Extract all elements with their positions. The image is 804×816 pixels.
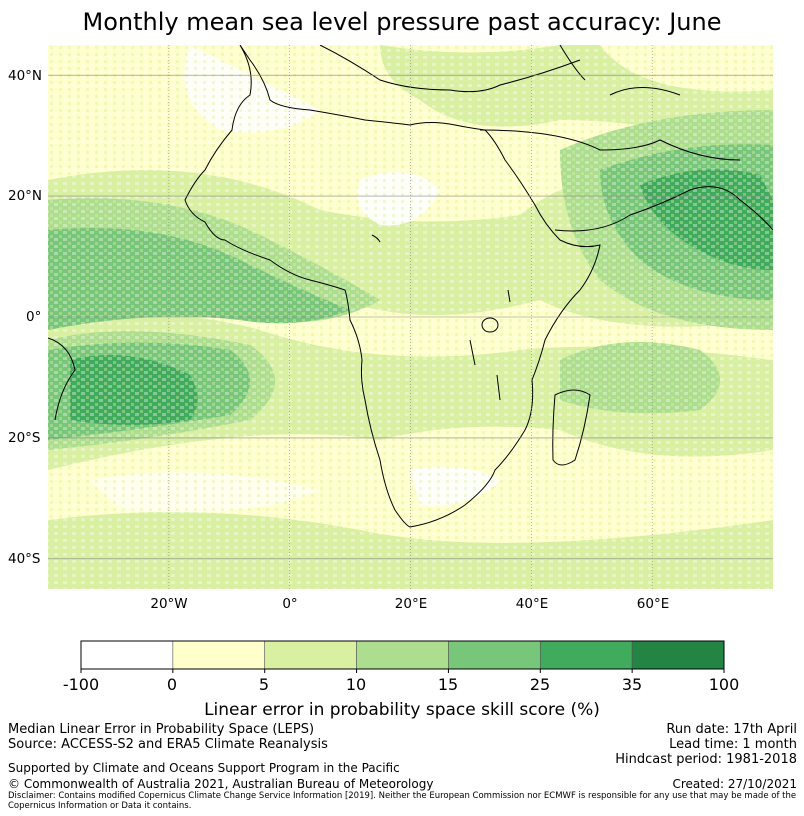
colorbar-tick-label: 10	[345, 675, 367, 694]
middle-east-coastline	[479, 129, 741, 161]
footer-created: Created: 27/10/2021	[672, 777, 797, 791]
colorbar-tick-label: 5	[258, 675, 270, 694]
colorbar-swatch	[448, 640, 541, 670]
coastlines	[48, 45, 773, 528]
colorbar-tick-label: 25	[529, 675, 551, 694]
map-title: Monthly mean sea level pressure past acc…	[82, 8, 722, 36]
lat-label-40s: 40°S	[8, 551, 41, 567]
colorbar-swatch	[356, 640, 449, 670]
lat-label-20n: 20°N	[8, 188, 43, 204]
madagascar-coastline	[552, 389, 591, 466]
footer-disclaimer: Disclaimer: Contains modified Copernicus…	[8, 791, 797, 811]
colorbar-swatch	[539, 640, 633, 670]
lon-label-20e: 20°E	[394, 596, 428, 612]
colorbar-border	[80, 640, 725, 670]
colorbar-swatch	[264, 640, 357, 670]
colorbar-swatch	[631, 640, 725, 670]
lon-label-0: 0°	[282, 596, 298, 612]
lat-label-0: 0°	[26, 309, 42, 325]
footer-copyright: © Commonwealth of Australia 2021, Austra…	[8, 777, 434, 791]
lake-victoria	[481, 317, 499, 333]
colorbar-tick-label: 15	[437, 675, 459, 694]
lat-label-40n: 40°N	[8, 68, 43, 84]
colorbar-tick-label: 0	[166, 675, 178, 694]
footer-support: Supported by Climate and Oceans Support …	[8, 761, 400, 775]
africa-coastline	[184, 45, 601, 528]
south-america-coastline	[48, 337, 76, 421]
colorbar-tick-label: 35	[621, 675, 643, 694]
colorbar-swatch	[80, 640, 174, 670]
lake-chad	[371, 234, 381, 243]
footer-method: Median Linear Error in Probability Space…	[8, 722, 315, 737]
eurasia-coastline	[559, 45, 681, 96]
footer-hindcast: Hindcast period: 1981-2018	[615, 752, 797, 767]
lon-label-60e: 60°E	[636, 596, 670, 612]
colorbar-tick-label: 100	[708, 675, 740, 694]
graticule	[48, 45, 773, 589]
rift-lakes	[469, 289, 511, 401]
mediterranean-coastline	[319, 45, 581, 93]
colorbar-label: Linear error in probability space skill …	[204, 700, 600, 720]
footer-lead-time: Lead time: 1 month	[669, 737, 797, 752]
footer-source: Source: ACCESS-S2 and ERA5 Climate Reana…	[8, 737, 328, 752]
colorbar-tick-label: -100	[62, 675, 100, 694]
arabia-india-coastline	[554, 186, 773, 232]
lon-label-20w: 20°W	[150, 596, 188, 612]
colorbar-swatch	[172, 640, 266, 670]
lat-label-20s: 20°S	[8, 430, 41, 446]
colorbar	[80, 640, 725, 673]
footer-run-date: Run date: 17th April	[666, 722, 797, 737]
lon-label-40e: 40°E	[515, 596, 549, 612]
